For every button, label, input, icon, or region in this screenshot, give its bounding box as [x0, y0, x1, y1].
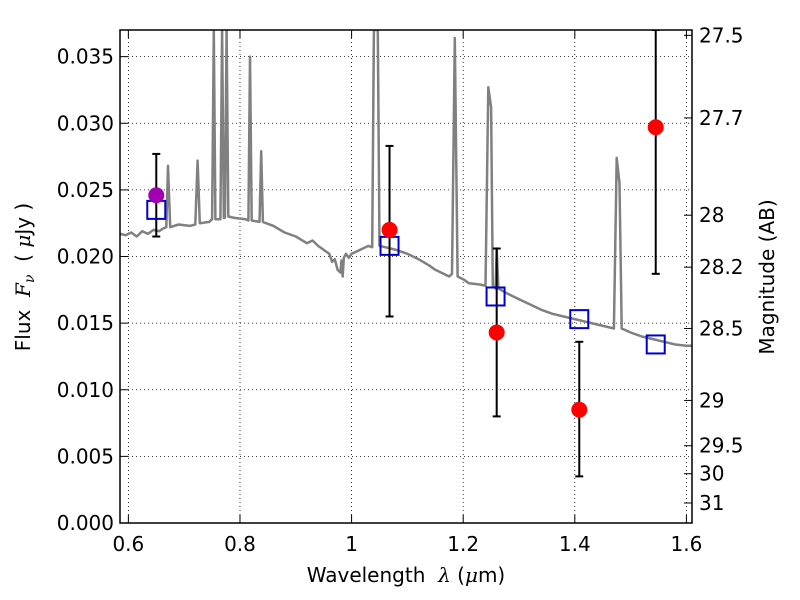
y-tick-label: 0.025	[57, 178, 114, 202]
observed-point	[381, 221, 398, 238]
y-tick-label: 0.015	[57, 311, 114, 335]
y-tick-label: 0.030	[57, 111, 114, 135]
template-point	[485, 286, 506, 307]
ticks: 0.6 0.8 1 1.2 1.4 1.6 0.000 0.005 0.010 0.015 0.02…	[57, 23, 744, 556]
y-tick-label: 0.035	[57, 45, 114, 69]
magnitude-tick-label: 27.5	[699, 23, 744, 47]
x-tick-label: 1.4	[559, 532, 591, 556]
x-tick-label: 0.8	[224, 532, 256, 556]
template-spectrum-line	[120, 30, 692, 348]
observed-point	[647, 119, 664, 136]
x-axis-title: Wavelength λ (μm)	[307, 563, 506, 587]
plot-area	[120, 30, 692, 478]
magnitude-tick-label: 28.5	[699, 316, 744, 340]
observed-point	[488, 324, 505, 341]
template-point	[645, 334, 666, 355]
magnitude-tick-label: 28	[699, 203, 724, 227]
magnitude-tick-label: 28.2	[699, 255, 744, 279]
template-point	[569, 309, 590, 330]
y-tick-label: 0.010	[57, 378, 114, 402]
magnitude-tick-label: 30	[699, 462, 724, 486]
magnitude-tick-label: 29	[699, 388, 724, 412]
magnitude-tick-label: 31	[699, 491, 724, 515]
grid	[120, 30, 692, 524]
y-tick-label: 0.000	[57, 511, 114, 535]
x-tick-label: 1	[345, 532, 358, 556]
y-tick-label: 0.005	[57, 444, 114, 468]
x-tick-label: 0.6	[112, 532, 144, 556]
y-axis-title: Flux Fν ( μJy )	[11, 203, 38, 351]
plot-frame	[119, 29, 693, 524]
magnitude-tick-label: 29.5	[699, 434, 744, 458]
y-tick-label: 0.020	[57, 245, 114, 269]
observed-point	[148, 187, 165, 204]
x-tick-label: 1.2	[447, 532, 479, 556]
observed-point	[571, 401, 588, 418]
magnitude-tick-label: 27.7	[699, 106, 744, 130]
x-tick-label: 1.6	[671, 532, 703, 556]
right-axis-title: Magnitude (AB)	[755, 199, 779, 354]
